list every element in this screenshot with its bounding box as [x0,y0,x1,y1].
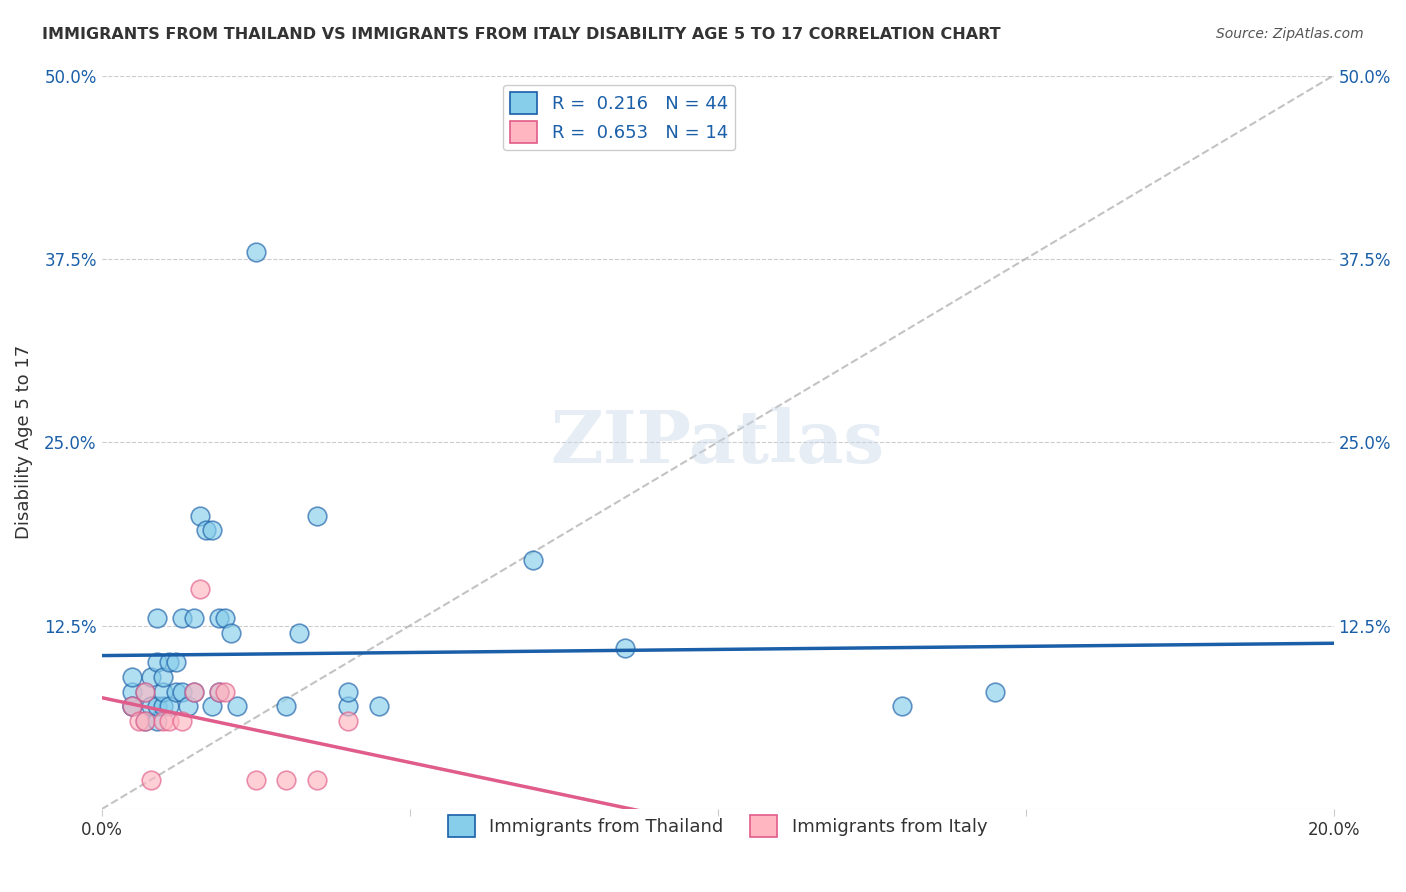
Point [152,685,174,699]
Point [121,685,143,699]
Point [121,670,143,684]
Point [134,685,156,699]
Point [336,714,359,728]
Point [146,714,169,728]
Text: Source: ZipAtlas.com: Source: ZipAtlas.com [1216,27,1364,41]
Point [214,611,236,625]
Point [336,699,359,714]
Point [134,714,156,728]
Point [134,714,156,728]
Point [195,524,218,538]
Point [139,772,162,787]
Point [522,552,544,566]
Point [219,626,242,640]
Point [121,699,143,714]
Point [177,699,200,714]
Point [614,640,637,655]
Point [891,699,914,714]
Point [201,524,224,538]
Point [170,611,193,625]
Point [152,670,174,684]
Point [307,508,329,523]
Point [165,685,187,699]
Point [183,685,205,699]
Point [134,685,156,699]
Point [245,244,267,259]
Text: IMMIGRANTS FROM THAILAND VS IMMIGRANTS FROM ITALY DISABILITY AGE 5 TO 17 CORRELA: IMMIGRANTS FROM THAILAND VS IMMIGRANTS F… [42,27,1001,42]
Point [121,699,143,714]
Point [157,656,180,670]
Point [245,772,267,787]
Point [121,699,143,714]
Point [336,685,359,699]
Point [165,656,187,670]
Point [170,714,193,728]
Y-axis label: Disability Age 5 to 17: Disability Age 5 to 17 [15,345,32,540]
Point [139,670,162,684]
Point [276,699,298,714]
Point [157,714,180,728]
Point [287,626,309,640]
Point [152,699,174,714]
Point [146,656,169,670]
Point [146,611,169,625]
Point [170,685,193,699]
Point [214,685,236,699]
Point [367,699,389,714]
Point [152,714,174,728]
Point [139,699,162,714]
Point [183,685,205,699]
Point [207,611,229,625]
Legend: Immigrants from Thailand, Immigrants from Italy: Immigrants from Thailand, Immigrants fro… [440,807,995,844]
Point [128,714,150,728]
Point [226,699,249,714]
Point [157,699,180,714]
Point [276,772,298,787]
Point [146,699,169,714]
Text: ZIPatlas: ZIPatlas [551,407,884,478]
Point [983,685,1005,699]
Point [188,582,211,596]
Point [201,699,224,714]
Point [307,772,329,787]
Point [207,685,229,699]
Point [207,685,229,699]
Point [188,508,211,523]
Point [183,611,205,625]
